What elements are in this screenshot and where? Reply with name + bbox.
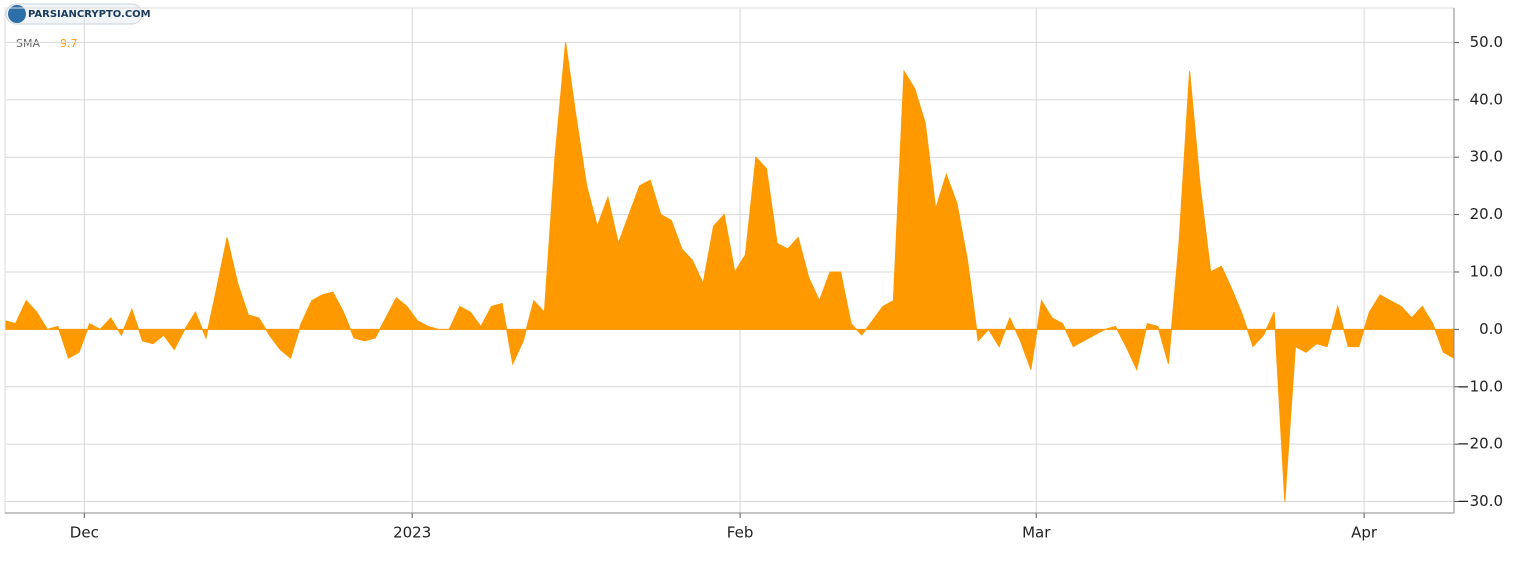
y-tick-label: 50.0 <box>1470 33 1503 51</box>
y-tick-label: −20.0 <box>1457 435 1503 453</box>
x-tick-label: Feb <box>727 524 754 542</box>
x-tick-label: 2023 <box>393 524 431 542</box>
y-tick-label: 20.0 <box>1470 205 1503 223</box>
watermark-icon <box>8 5 26 23</box>
x-tick-label: Dec <box>70 524 99 542</box>
watermark-badge <box>5 3 143 25</box>
y-tick-label: 0.0 <box>1479 320 1503 338</box>
y-tick-label: −10.0 <box>1457 377 1503 395</box>
x-tick-label: Mar <box>1022 524 1051 542</box>
y-tick-label: 30.0 <box>1470 148 1503 166</box>
area <box>4 42 1455 502</box>
legend-name: SMA <box>16 37 40 50</box>
y-tick-label: 40.0 <box>1470 90 1503 108</box>
y-tick-label: 10.0 <box>1470 262 1503 280</box>
watermark: PARSIANCRYPTO.COM <box>5 3 151 25</box>
watermark-text: PARSIANCRYPTO.COM <box>28 9 151 20</box>
legend-value: 9.7 <box>60 37 78 50</box>
x-tick-label: Apr <box>1351 524 1378 542</box>
y-tick-label: −30.0 <box>1457 492 1503 510</box>
